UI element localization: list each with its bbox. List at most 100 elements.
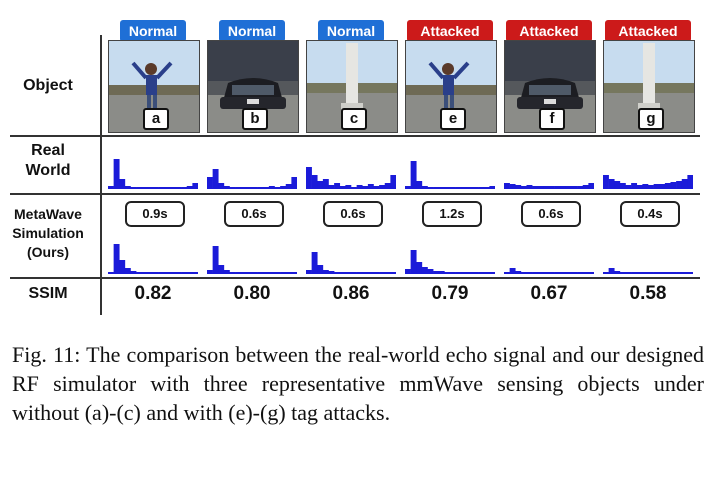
real-world-signal-bin xyxy=(124,186,131,189)
object-letter-label: f xyxy=(539,108,565,130)
real-world-signal-bin xyxy=(192,183,199,189)
real-world-signal-bin xyxy=(410,161,417,189)
real-world-signal-bin xyxy=(619,183,626,189)
simulation-time-badge: 1.2s xyxy=(422,201,482,227)
real-world-signal-bin xyxy=(405,186,411,189)
real-world-signal-bin xyxy=(526,185,533,189)
simulated-signal-bin xyxy=(421,267,428,274)
real-world-signal-bin xyxy=(571,186,578,189)
real-world-signal-bin xyxy=(416,181,423,189)
real-world-signal-bin xyxy=(322,179,329,189)
object-photo: e xyxy=(405,40,497,133)
real-world-signal-bin xyxy=(373,186,380,189)
real-world-signal-bin xyxy=(311,175,318,189)
simulation-time-badge: 0.9s xyxy=(125,201,185,227)
real-world-signal-bin xyxy=(549,186,555,189)
simulated-signal-bin xyxy=(119,260,126,274)
real-world-signal-bin xyxy=(537,186,544,189)
real-world-signal-bin xyxy=(268,186,275,189)
real-world-signal xyxy=(108,141,199,189)
object-photo: a xyxy=(108,40,200,133)
real-world-signal-bin xyxy=(560,186,567,189)
simulated-signal xyxy=(405,226,496,274)
simulated-signal xyxy=(504,226,595,274)
row-label-real-world: Real World xyxy=(0,141,96,181)
real-world-signal-bin xyxy=(653,184,660,189)
object-scene-car xyxy=(208,41,298,132)
simulated-signal-bin xyxy=(218,265,225,274)
real-world-signal xyxy=(405,141,496,189)
real-world-signal-bin xyxy=(334,183,341,189)
real-world-signal-bin xyxy=(218,183,225,189)
real-world-signal-bin xyxy=(625,185,632,189)
real-world-signal-bin xyxy=(306,167,312,189)
simulated-signal xyxy=(108,226,199,274)
divider-3 xyxy=(10,277,700,279)
row-label-sim-line3: (Ours) xyxy=(27,244,69,260)
simulated-signal-bin xyxy=(317,265,324,274)
real-world-signal-bin xyxy=(681,179,688,189)
real-world-signal xyxy=(207,141,298,189)
status-badge: Normal xyxy=(219,20,285,42)
real-world-signal-bin xyxy=(582,185,589,189)
real-world-signal-bin xyxy=(608,179,615,189)
real-world-signal-bin xyxy=(356,185,363,189)
real-world-signal-bin xyxy=(543,186,550,189)
real-world-signal xyxy=(603,141,694,189)
object-photo: c xyxy=(306,40,398,133)
simulated-signal-bin xyxy=(207,270,213,274)
real-world-signal-bin xyxy=(631,183,638,189)
real-world-signal-bin xyxy=(421,186,428,189)
simulated-signal-bin xyxy=(113,244,120,274)
object-photo: f xyxy=(504,40,596,133)
object-letter-label: a xyxy=(143,108,169,130)
real-world-signal-bin xyxy=(384,183,391,189)
vertical-divider xyxy=(100,35,102,315)
simulated-signal-bin xyxy=(509,268,516,274)
real-world-signal-bin xyxy=(554,186,561,189)
real-world-signal-bin xyxy=(565,186,572,189)
real-world-signal-bin xyxy=(212,169,219,189)
real-world-signal-bin xyxy=(379,185,386,189)
object-photo: b xyxy=(207,40,299,133)
simulated-signal-bin xyxy=(515,271,522,274)
real-world-signal-bin xyxy=(520,186,527,189)
real-world-signal-bin xyxy=(113,159,120,189)
simulated-signal-bin xyxy=(223,270,230,274)
status-badge: Attacked xyxy=(506,20,592,42)
object-letter-label: e xyxy=(440,108,466,130)
real-world-signal-bin xyxy=(291,177,298,189)
real-world-signal-bin xyxy=(362,186,369,189)
real-world-signal-bin xyxy=(648,185,654,189)
real-world-signal-bin xyxy=(367,184,374,189)
real-world-signal-bin xyxy=(285,184,292,189)
ssim-value: 0.79 xyxy=(431,283,469,304)
real-world-signal-bin xyxy=(659,184,666,189)
divider-2 xyxy=(10,193,700,195)
simulated-signal-bin xyxy=(306,270,312,274)
real-world-signal-bin xyxy=(603,175,609,189)
real-world-signal-bin xyxy=(108,186,114,189)
real-world-signal-bin xyxy=(328,185,335,189)
ssim-value: 0.58 xyxy=(629,283,667,304)
real-world-signal-bin xyxy=(186,186,193,189)
object-photo: g xyxy=(603,40,695,133)
object-letter-label: g xyxy=(638,108,664,130)
simulated-signal-bin xyxy=(405,269,411,274)
figure-caption: Fig. 11: The comparison between the real… xyxy=(12,342,704,425)
ssim-value: 0.86 xyxy=(332,283,370,304)
real-world-signal-bin xyxy=(509,184,516,189)
real-world-signal-bin xyxy=(614,181,621,189)
status-badge: Normal xyxy=(120,20,186,42)
status-badge: Normal xyxy=(318,20,384,42)
figure-11: Object Real World MetaWave Simulation (O… xyxy=(0,20,700,315)
real-world-signal-bin xyxy=(207,177,213,189)
real-world-signal-bin xyxy=(317,181,324,189)
ssim-value: 0.67 xyxy=(530,283,568,304)
simulated-signal xyxy=(306,226,397,274)
row-label-object: Object xyxy=(23,77,73,94)
real-world-signal-bin xyxy=(489,186,496,189)
status-badge: Attacked xyxy=(605,20,691,42)
simulated-signal-bin xyxy=(614,271,621,274)
real-world-signal-bin xyxy=(345,185,352,189)
